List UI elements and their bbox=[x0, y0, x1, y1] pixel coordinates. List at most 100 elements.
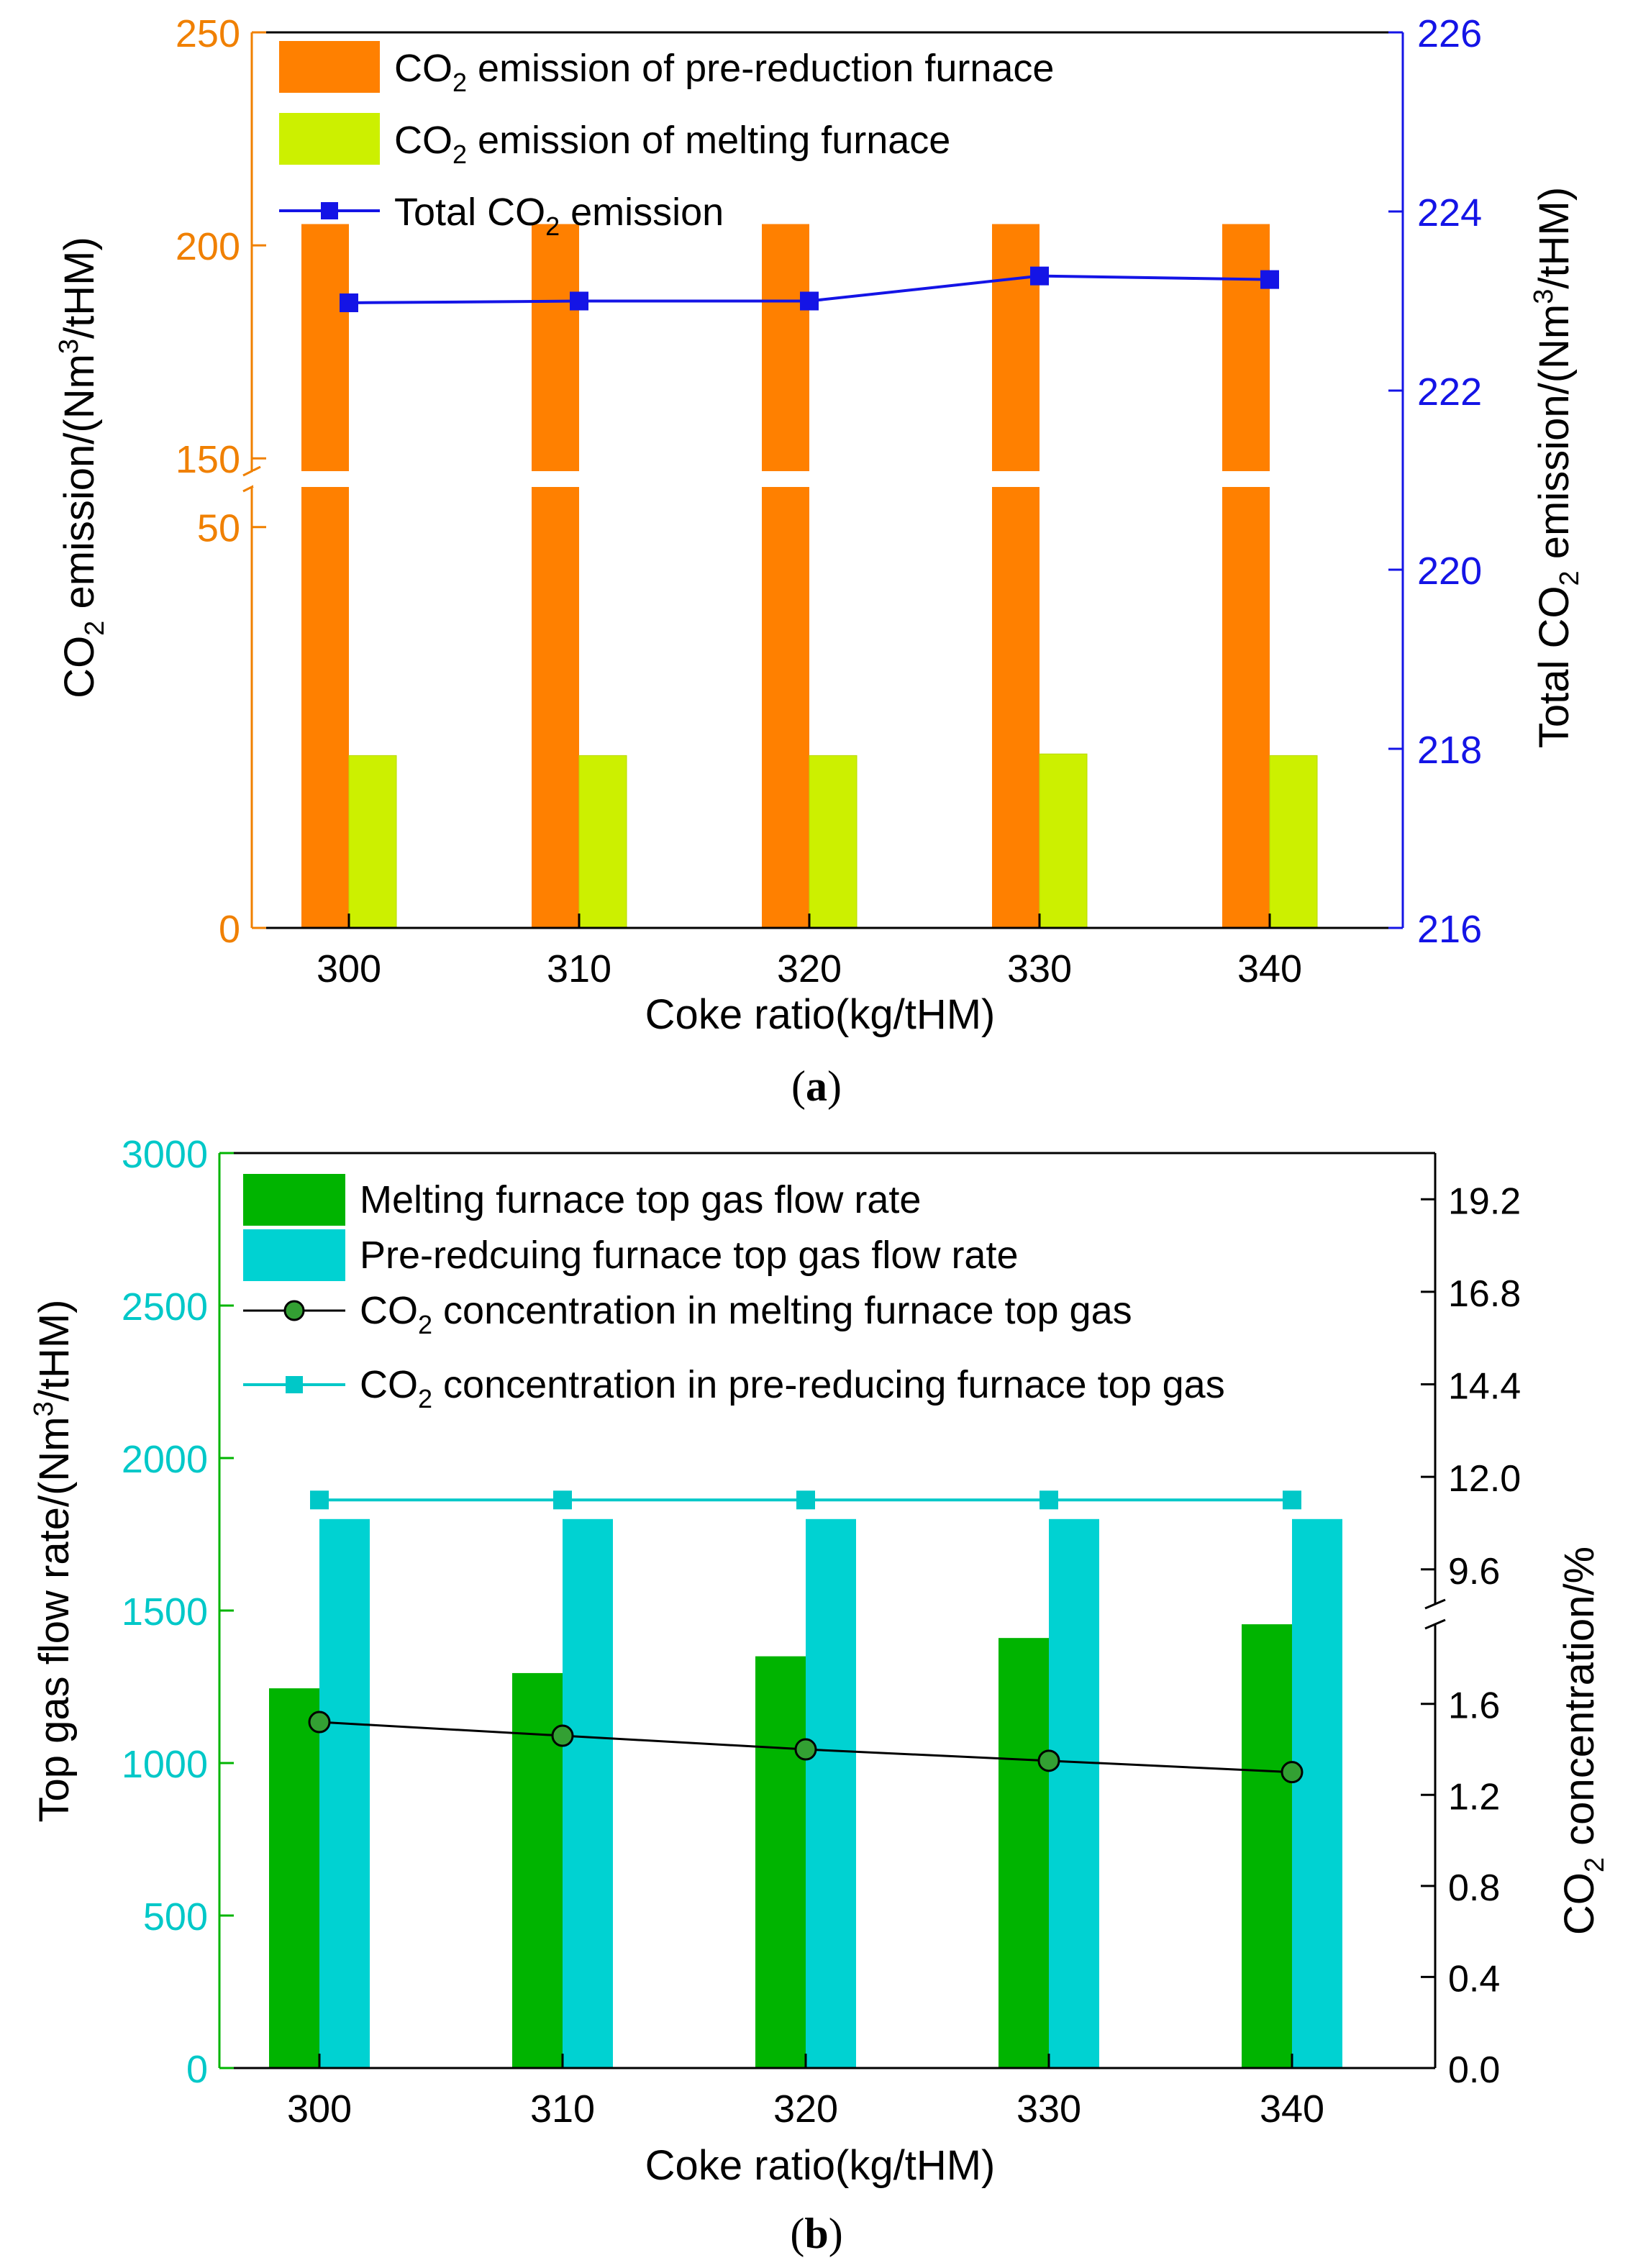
panel-b-legend: Melting furnace top gas flow rate Pre-red… bbox=[243, 1174, 1225, 1413]
right-tick-label: 218 bbox=[1417, 729, 1482, 772]
left-tick-label: 150 bbox=[176, 438, 240, 481]
right-tick-label: 1.2 bbox=[1448, 1776, 1500, 1818]
right-tick-label: 222 bbox=[1417, 370, 1482, 414]
right-tick-label: 0.0 bbox=[1448, 2049, 1500, 2091]
label-run: CO bbox=[56, 636, 103, 698]
label-run: /tHM) bbox=[56, 237, 103, 339]
melting-furnace-bar bbox=[578, 755, 627, 929]
left-tick-label: 500 bbox=[143, 1895, 208, 1939]
melting-co2-point bbox=[551, 1724, 574, 1747]
melting-co2-point bbox=[794, 1738, 817, 1761]
melting-furnace-bar bbox=[809, 755, 858, 929]
left-tick-label: 2000 bbox=[122, 1438, 208, 1481]
label-run: Pre-redcuing furnace top gas flow rate bbox=[360, 1234, 1019, 1277]
label-run: concentration/% bbox=[1556, 1547, 1603, 1857]
label-run: /tHM) bbox=[31, 1300, 78, 1402]
pre-reducing-flow-bar bbox=[806, 1518, 856, 2068]
pre-reduction-bar-upper bbox=[301, 224, 349, 471]
melting-co2-point bbox=[1037, 1749, 1060, 1772]
left-tick-label: 1000 bbox=[122, 1743, 208, 1786]
right-tick-label: 224 bbox=[1417, 191, 1482, 234]
pre-reducing-co2-point bbox=[1283, 1490, 1301, 1510]
label-run: Top gas flow rate/(Nm bbox=[31, 1416, 78, 1822]
label-run: Total CO bbox=[1531, 586, 1578, 749]
label-run: CO bbox=[394, 47, 452, 90]
x-tick-label: 340 bbox=[1237, 947, 1302, 990]
melting-flow-bar bbox=[1242, 1624, 1292, 2068]
right-tick-label: 0.8 bbox=[1448, 1867, 1500, 1909]
label-run: Total CO bbox=[394, 191, 545, 234]
pre-reduction-bar-lower bbox=[301, 487, 349, 928]
legend-swatch bbox=[279, 41, 380, 93]
label-run: 2 bbox=[418, 1310, 432, 1339]
panel-a-break-gap bbox=[253, 471, 1401, 487]
panel-a-left-axis-title: CO2 emission/(Nm3/tHM) bbox=[54, 237, 110, 698]
legend-label: CO2 emission of pre-reduction furnace bbox=[394, 47, 1054, 97]
pre-reduction-bar-upper bbox=[992, 224, 1040, 471]
panel-b-break-mark bbox=[1424, 1598, 1446, 1610]
label-run: /tHM) bbox=[1531, 187, 1578, 289]
total-emission-point bbox=[1030, 266, 1049, 286]
pre-reducing-flow-bar bbox=[1292, 1518, 1342, 2068]
panel-b-caption: (b) bbox=[790, 2210, 842, 2257]
legend-marker bbox=[283, 1300, 305, 1321]
x-tick-label: 330 bbox=[1007, 947, 1072, 990]
panel-b-right-axis-title: CO2 concentration/% bbox=[1556, 1547, 1610, 1935]
right-tick-label: 19.2 bbox=[1448, 1180, 1521, 1222]
left-tick-label: 50 bbox=[197, 507, 240, 550]
right-tick-label: 12.0 bbox=[1448, 1458, 1521, 1500]
label-run: 3 bbox=[29, 1401, 59, 1416]
melting-furnace-bar bbox=[1269, 755, 1318, 929]
x-tick-label: 330 bbox=[1016, 2087, 1081, 2131]
total-emission-point bbox=[800, 291, 819, 311]
legend-label: CO2 concentration in pre-reducing furnac… bbox=[360, 1363, 1225, 1413]
pre-reducing-co2-point bbox=[553, 1490, 572, 1510]
x-tick-label: 320 bbox=[773, 2087, 838, 2131]
panel-b-break-mark bbox=[1424, 1618, 1446, 1630]
x-tick-label: 300 bbox=[287, 2087, 352, 2131]
total-emission-point bbox=[570, 291, 588, 311]
legend-label: Pre-redcuing furnace top gas flow rate bbox=[360, 1234, 1019, 1277]
total-emission-point bbox=[1260, 270, 1279, 289]
melting-flow-bar bbox=[755, 1656, 806, 2068]
panel-a-frame bbox=[242, 31, 1404, 929]
melting-furnace-bar bbox=[348, 755, 397, 929]
label-run: emission of pre-reduction furnace bbox=[467, 47, 1054, 90]
panel-a-x-axis-title: Coke ratio(kg/tHM) bbox=[645, 991, 996, 1038]
x-tick-label: 340 bbox=[1260, 2087, 1324, 2131]
label-run: 2 bbox=[452, 68, 467, 97]
panel-b-bars bbox=[269, 1518, 1342, 2068]
label-run: Melting furnace top gas flow rate bbox=[360, 1178, 921, 1221]
left-tick-label: 2500 bbox=[122, 1285, 208, 1329]
legend-label: CO2 emission of melting furnace bbox=[394, 119, 950, 169]
legend-swatch bbox=[243, 1229, 345, 1281]
label-run: 2 bbox=[452, 140, 467, 169]
label-run: emission of melting furnace bbox=[467, 119, 950, 162]
panel-a-break-mark bbox=[242, 465, 261, 477]
label-run: CO bbox=[360, 1363, 418, 1406]
panel-a-legend: CO2 emission of pre-reduction furnaceCO2… bbox=[279, 41, 1054, 241]
right-tick-label: 220 bbox=[1417, 550, 1482, 593]
right-tick-label: 9.6 bbox=[1448, 1551, 1500, 1593]
label-run: 2 bbox=[418, 1384, 432, 1413]
pre-reduction-bar-upper bbox=[1222, 224, 1270, 471]
left-tick-label: 0 bbox=[186, 2048, 208, 2091]
pre-reducing-co2-point bbox=[1040, 1490, 1058, 1510]
panel-a-bars bbox=[301, 224, 1318, 929]
x-tick-label: 310 bbox=[547, 947, 611, 990]
label-run: CO bbox=[360, 1289, 418, 1332]
label-run: emission bbox=[560, 191, 724, 234]
label-run: 2 bbox=[80, 621, 110, 636]
melting-flow-bar bbox=[999, 1638, 1049, 2068]
x-tick-label: 310 bbox=[530, 2087, 595, 2131]
panel-b-ticks: 0 500 1000 1500 2000 2500 3000 0.0 0.4 0.8 1.2 1.6 9… bbox=[122, 1133, 1521, 2131]
label-run: CO bbox=[394, 119, 452, 162]
panel-b-lines bbox=[308, 1490, 1304, 1784]
melting-furnace-bar bbox=[1039, 753, 1088, 929]
right-tick-label: 14.4 bbox=[1448, 1366, 1521, 1408]
right-tick-label: 1.6 bbox=[1448, 1685, 1500, 1727]
label-run: emission/(Nm bbox=[56, 354, 103, 621]
